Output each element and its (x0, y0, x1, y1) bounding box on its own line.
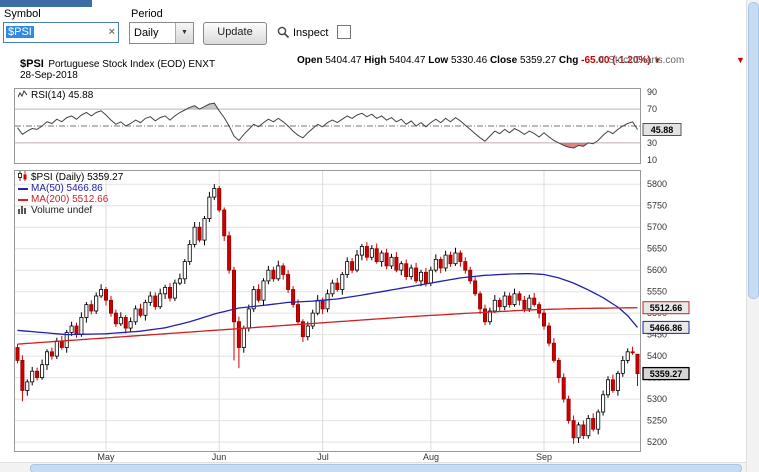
horizontal-scrollbar-thumb[interactable] (30, 464, 742, 472)
chart-symbol: $PSI (20, 58, 44, 70)
chart-title: $PSI Portuguese Stock Index (EOD) ENXT (20, 54, 215, 72)
svg-text:5550: 5550 (647, 287, 667, 297)
vertical-scrollbar-thumb[interactable] (748, 2, 759, 299)
ohlc-readout: Open 5404.47 High 5404.47 Low 5330.46 Cl… (297, 55, 661, 66)
x-axis-label-jun: Jun (211, 452, 227, 462)
chart-date: 28-Sep-2018 (20, 70, 78, 81)
chg-label: Chg (558, 55, 579, 66)
svg-text:5400: 5400 (647, 351, 667, 361)
price-chart-canvas: 5800575057005650560055505500545054005350… (14, 170, 745, 457)
svg-text:5250: 5250 (647, 416, 667, 426)
open-value: 5404.47 (325, 55, 362, 66)
candlestick-icon (18, 171, 28, 184)
price-legend: $PSI (Daily) 5359.27 MA(50) 5466.86 MA(2… (18, 171, 124, 217)
copyright: © StockCharts.com (598, 55, 685, 66)
inspect-label: Inspect (293, 27, 329, 39)
period-label: Period (131, 8, 163, 20)
high-label: High (364, 55, 387, 66)
symbol-label: Symbol (4, 8, 41, 20)
alert-down-arrow-icon: ▼ (736, 55, 745, 65)
ma200-legend-label: MA(200) 5512.66 (31, 194, 109, 205)
svg-text:5650: 5650 (647, 244, 667, 254)
volume-bars-icon (18, 205, 28, 217)
volume-legend-label: Volume undef (31, 205, 93, 216)
search-icon (277, 26, 290, 44)
period-select[interactable]: Daily ▼ (129, 22, 194, 44)
svg-text:10: 10 (647, 155, 657, 164)
chg-value: -65.00 (-1.20%) (581, 55, 651, 66)
high-value: 5404.47 (389, 55, 426, 66)
svg-text:5450: 5450 (647, 330, 667, 340)
svg-text:5750: 5750 (647, 201, 667, 211)
ma200-swatch (18, 198, 28, 201)
low-value: 5330.46 (451, 55, 488, 66)
update-button[interactable]: Update (203, 22, 267, 45)
clear-icon[interactable]: × (108, 26, 115, 38)
close-value: 5359.27 (519, 55, 557, 66)
x-axis-label-aug: Aug (422, 452, 439, 462)
rsi-legend: RSI(14) 45.88 (17, 89, 94, 102)
svg-text:5600: 5600 (647, 265, 667, 275)
symbol-input[interactable]: $PSI × (3, 22, 119, 43)
rsi-icon (17, 89, 28, 102)
price-legend-label: $PSI (Daily) 5359.27 (31, 172, 124, 183)
rsi-panel: RSI(14) 45.88 90 70 30 10 45.88 (14, 87, 745, 165)
x-axis-label-jul: Jul (317, 452, 329, 462)
ma50-legend-label: MA(50) 5466.86 (31, 183, 103, 194)
chg-down-arrow-icon: ▼ (653, 56, 662, 65)
svg-text:30: 30 (647, 138, 657, 148)
inspect-checkbox[interactable] (337, 25, 351, 39)
svg-text:5700: 5700 (647, 222, 667, 232)
x-axis: May Jun Jul Aug Sep (14, 452, 745, 462)
svg-text:45.88: 45.88 (651, 125, 674, 135)
svg-text:5300: 5300 (647, 394, 667, 404)
top-blue-strip (0, 0, 92, 7)
svg-text:70: 70 (647, 104, 657, 114)
open-label: Open (297, 55, 323, 66)
rsi-chart-canvas: 90 70 30 10 45.88 (14, 87, 745, 169)
price-panel: $PSI (Daily) 5359.27 MA(50) 5466.86 MA(2… (14, 170, 745, 452)
ma50-swatch (18, 187, 28, 190)
svg-text:5512.66: 5512.66 (650, 303, 683, 313)
x-axis-label-may: May (97, 452, 115, 462)
svg-text:5359.27: 5359.27 (650, 369, 683, 379)
svg-text:5466.86: 5466.86 (650, 323, 683, 333)
svg-text:5800: 5800 (647, 179, 667, 189)
period-select-value: Daily (134, 27, 159, 39)
chart-name: Portuguese Stock Index (EOD) ENXT (48, 59, 216, 70)
low-label: Low (428, 55, 449, 66)
x-axis-label-sep: Sep (535, 452, 552, 462)
rsi-legend-label: RSI(14) 45.88 (31, 90, 94, 101)
svg-text:5200: 5200 (647, 437, 667, 447)
chevron-down-icon[interactable]: ▼ (175, 23, 193, 43)
svg-text:90: 90 (647, 88, 657, 97)
symbol-input-value: $PSI (6, 26, 34, 38)
close-label: Close (489, 55, 518, 66)
